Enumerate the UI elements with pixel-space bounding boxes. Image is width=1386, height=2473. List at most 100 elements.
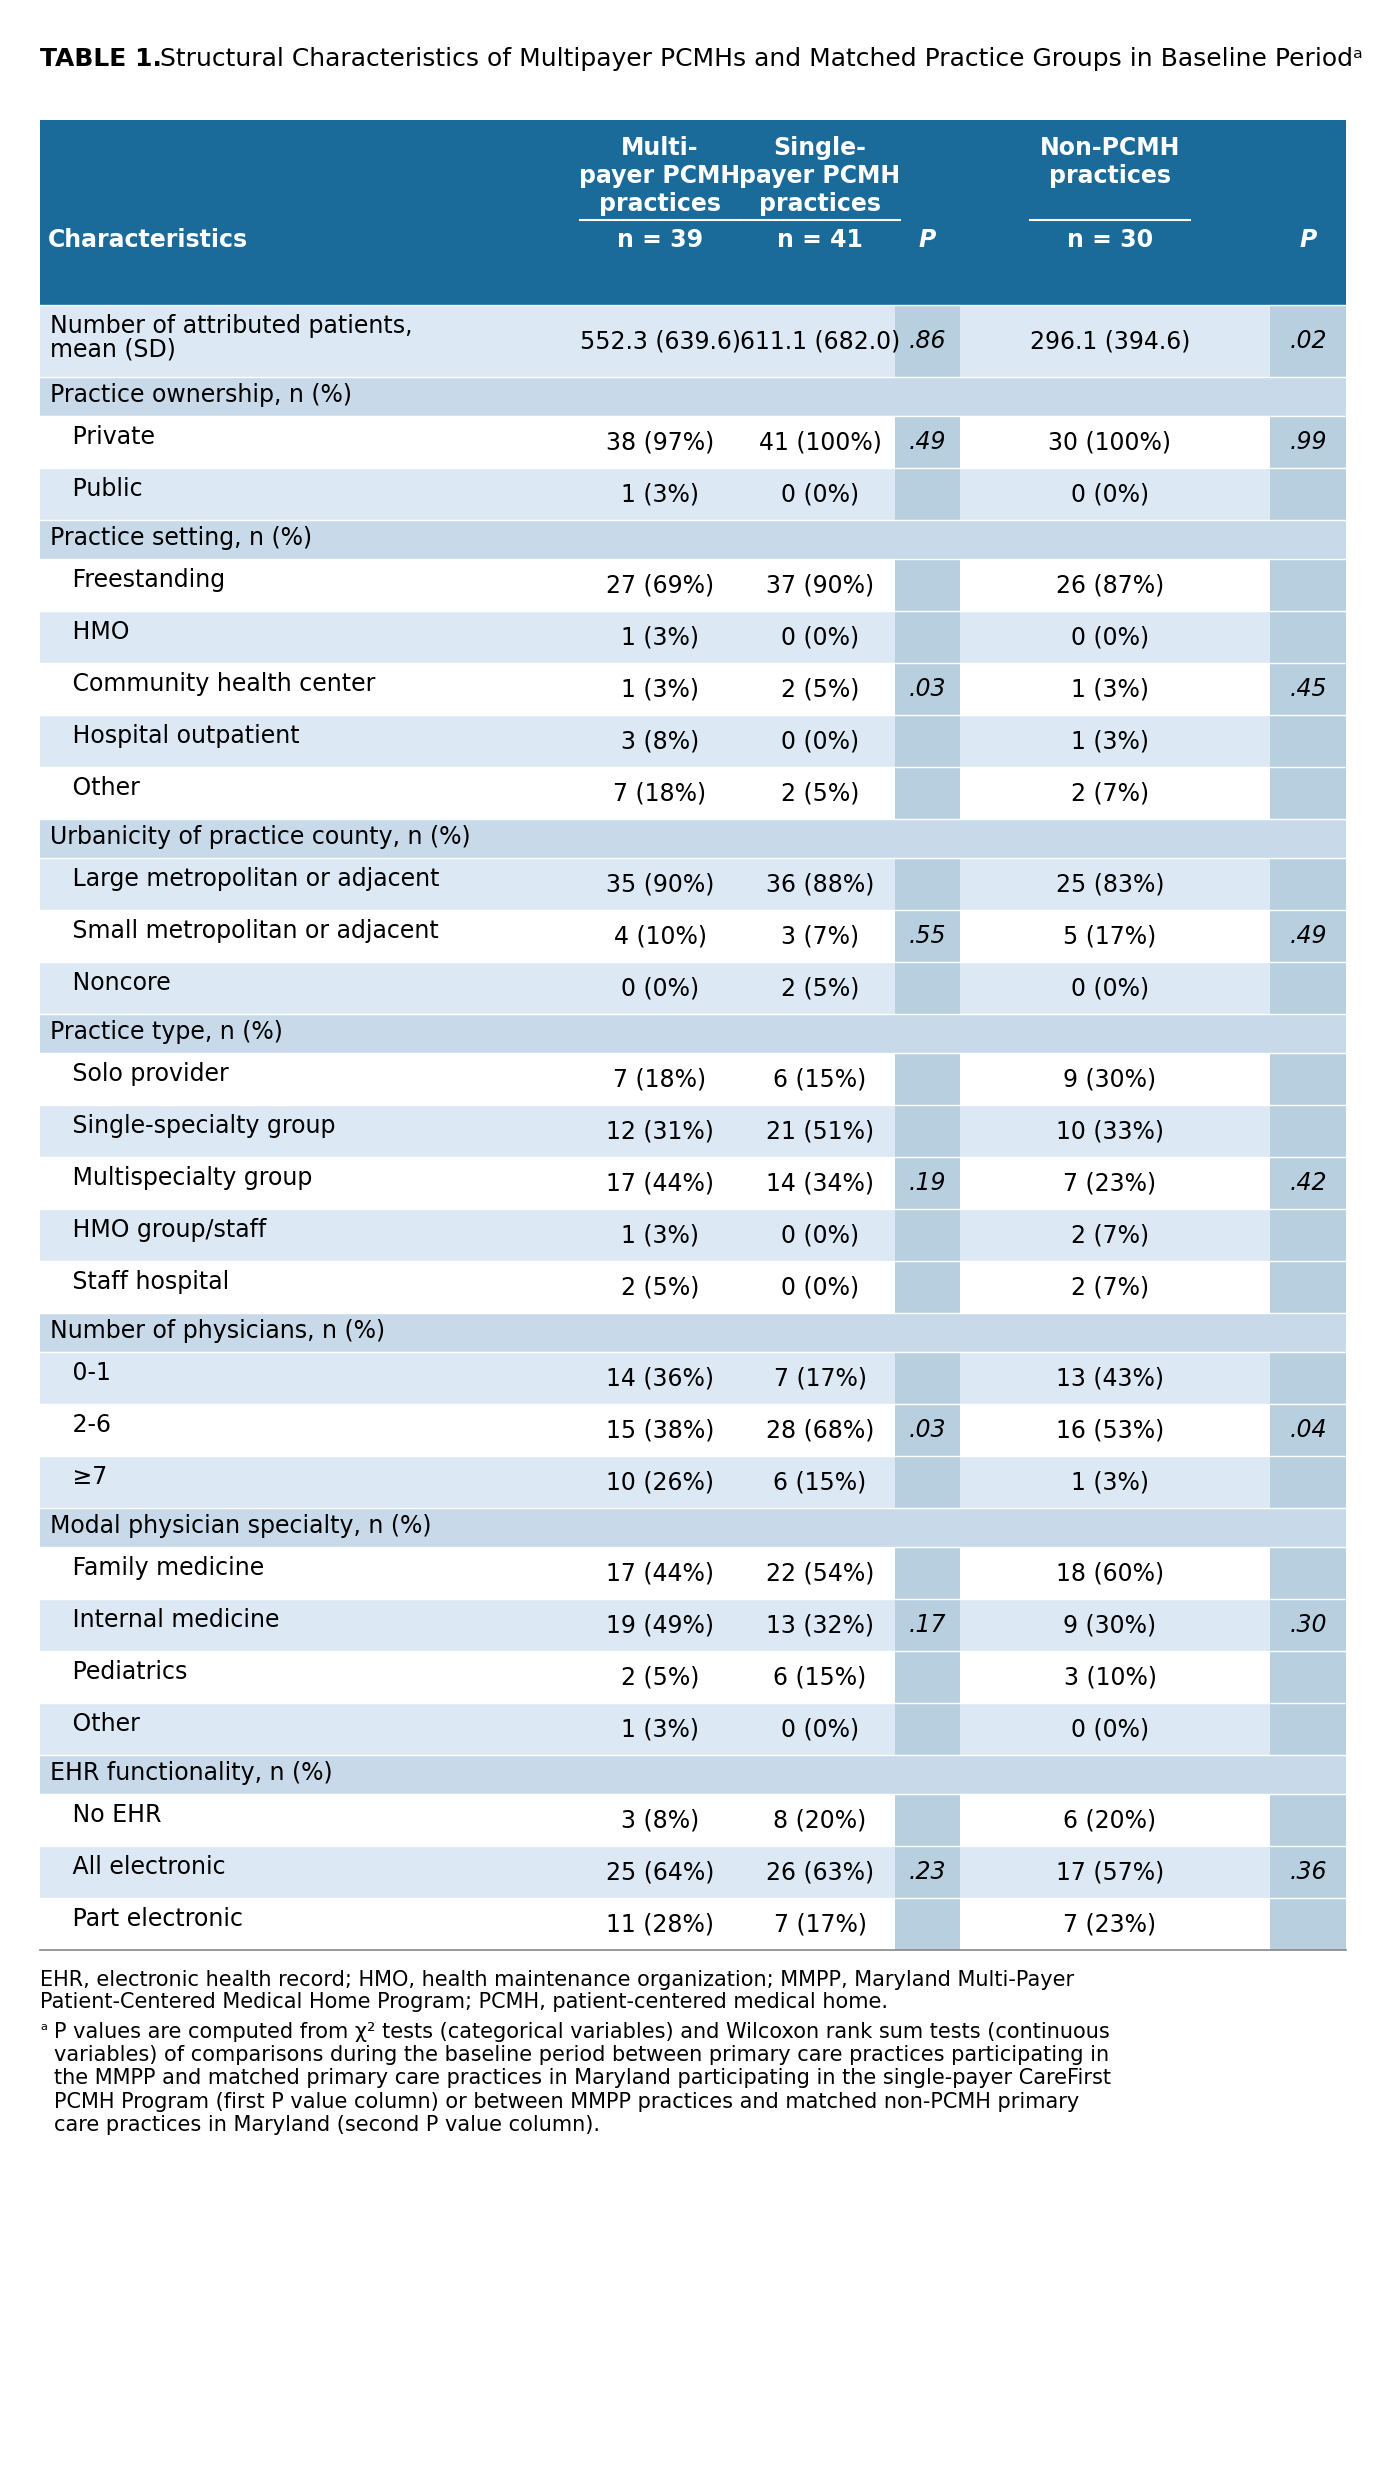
- Text: 35 (90%): 35 (90%): [606, 873, 714, 895]
- Text: Number of attributed patients,: Number of attributed patients,: [50, 314, 413, 339]
- Bar: [895, 858, 960, 910]
- Text: 2 (5%): 2 (5%): [780, 781, 859, 806]
- Bar: [960, 1600, 1270, 1652]
- Text: 7 (23%): 7 (23%): [1063, 1912, 1156, 1936]
- Text: Practice ownership, n (%): Practice ownership, n (%): [50, 383, 352, 408]
- Text: Multi-: Multi-: [621, 136, 699, 161]
- Text: 27 (69%): 27 (69%): [606, 574, 714, 596]
- Text: 0 (0%): 0 (0%): [780, 1276, 859, 1298]
- Text: Number of physicians, n (%): Number of physicians, n (%): [50, 1318, 385, 1343]
- Bar: [40, 415, 895, 467]
- Text: 14 (34%): 14 (34%): [766, 1172, 875, 1194]
- Text: ≥7: ≥7: [50, 1466, 107, 1489]
- Bar: [40, 910, 895, 962]
- Bar: [40, 121, 1346, 304]
- Bar: [960, 1157, 1270, 1209]
- Text: 22 (54%): 22 (54%): [766, 1560, 875, 1585]
- Bar: [895, 1053, 960, 1105]
- Bar: [40, 1105, 895, 1157]
- Bar: [1270, 1209, 1346, 1261]
- Text: P: P: [1299, 228, 1317, 252]
- Text: 2 (5%): 2 (5%): [780, 678, 859, 700]
- Text: P: P: [919, 228, 936, 252]
- Bar: [1270, 559, 1346, 611]
- Bar: [960, 1897, 1270, 1951]
- Bar: [960, 467, 1270, 519]
- Bar: [40, 1704, 895, 1756]
- Bar: [895, 1548, 960, 1600]
- Bar: [40, 559, 895, 611]
- Text: .17: .17: [908, 1612, 945, 1637]
- Text: 3 (8%): 3 (8%): [621, 1808, 699, 1832]
- Bar: [40, 1405, 895, 1457]
- Bar: [1270, 1105, 1346, 1157]
- Text: No EHR: No EHR: [50, 1803, 162, 1828]
- Text: 30 (100%): 30 (100%): [1048, 430, 1171, 455]
- Text: .30: .30: [1289, 1612, 1326, 1637]
- Text: practices: practices: [760, 193, 881, 215]
- Bar: [895, 910, 960, 962]
- Text: EHR, electronic health record; HMO, health maintenance organization; MMPP, Maryl: EHR, electronic health record; HMO, heal…: [40, 1971, 1074, 1991]
- Bar: [895, 559, 960, 611]
- Bar: [960, 910, 1270, 962]
- Text: 6 (15%): 6 (15%): [773, 1066, 866, 1091]
- Text: .23: .23: [908, 1860, 945, 1884]
- Text: Small metropolitan or adjacent: Small metropolitan or adjacent: [50, 920, 439, 942]
- Bar: [1270, 1261, 1346, 1313]
- Bar: [960, 1353, 1270, 1405]
- Text: 41 (100%): 41 (100%): [758, 430, 881, 455]
- Text: Patient-Centered Medical Home Program; PCMH, patient-centered medical home.: Patient-Centered Medical Home Program; P…: [40, 1991, 888, 2013]
- Text: 26 (87%): 26 (87%): [1056, 574, 1164, 596]
- Text: P values are computed from χ² tests (categorical variables) and Wilcoxon rank su: P values are computed from χ² tests (cat…: [54, 2023, 1112, 2134]
- Bar: [895, 1105, 960, 1157]
- Text: 36 (88%): 36 (88%): [766, 873, 875, 895]
- Text: 1 (3%): 1 (3%): [621, 482, 699, 507]
- Bar: [960, 1053, 1270, 1105]
- Bar: [40, 1457, 895, 1509]
- Text: .04: .04: [1289, 1417, 1326, 1442]
- Text: 296.1 (394.6): 296.1 (394.6): [1030, 329, 1191, 354]
- Text: 3 (10%): 3 (10%): [1063, 1664, 1156, 1689]
- Bar: [960, 1793, 1270, 1845]
- Text: 14 (36%): 14 (36%): [606, 1365, 714, 1390]
- Bar: [40, 819, 1346, 858]
- Bar: [1270, 415, 1346, 467]
- Text: .49: .49: [908, 430, 945, 455]
- Text: 28 (68%): 28 (68%): [766, 1417, 875, 1442]
- Bar: [40, 1209, 895, 1261]
- Text: 0 (0%): 0 (0%): [780, 482, 859, 507]
- Text: 2 (7%): 2 (7%): [1071, 1224, 1149, 1246]
- Text: Hospital outpatient: Hospital outpatient: [50, 725, 299, 749]
- Bar: [40, 1157, 895, 1209]
- Text: 1 (3%): 1 (3%): [621, 1224, 699, 1246]
- Text: Private: Private: [50, 425, 155, 450]
- Text: payer PCMH: payer PCMH: [579, 163, 740, 188]
- Text: 2 (5%): 2 (5%): [621, 1664, 699, 1689]
- Text: 1 (3%): 1 (3%): [1071, 1469, 1149, 1494]
- Bar: [895, 1209, 960, 1261]
- Text: 6 (15%): 6 (15%): [773, 1469, 866, 1494]
- Text: HMO group/staff: HMO group/staff: [50, 1219, 266, 1241]
- Text: Multispecialty group: Multispecialty group: [50, 1167, 312, 1190]
- Bar: [895, 415, 960, 467]
- Text: 7 (17%): 7 (17%): [773, 1365, 866, 1390]
- Bar: [895, 1793, 960, 1845]
- Text: Noncore: Noncore: [50, 972, 170, 994]
- Bar: [1270, 1600, 1346, 1652]
- Text: n = 41: n = 41: [778, 228, 863, 252]
- Bar: [40, 962, 895, 1014]
- Text: 2 (5%): 2 (5%): [780, 977, 859, 999]
- Bar: [1270, 1053, 1346, 1105]
- Text: 0 (0%): 0 (0%): [780, 1716, 859, 1741]
- Text: 1 (3%): 1 (3%): [1071, 730, 1149, 752]
- Text: n = 30: n = 30: [1067, 228, 1153, 252]
- Text: 9 (30%): 9 (30%): [1063, 1066, 1156, 1091]
- Bar: [960, 767, 1270, 819]
- Text: .02: .02: [1289, 329, 1326, 354]
- Text: 13 (32%): 13 (32%): [766, 1612, 875, 1637]
- Bar: [960, 1548, 1270, 1600]
- Text: n = 39: n = 39: [617, 228, 703, 252]
- Bar: [40, 519, 1346, 559]
- Bar: [895, 663, 960, 715]
- Bar: [960, 1652, 1270, 1704]
